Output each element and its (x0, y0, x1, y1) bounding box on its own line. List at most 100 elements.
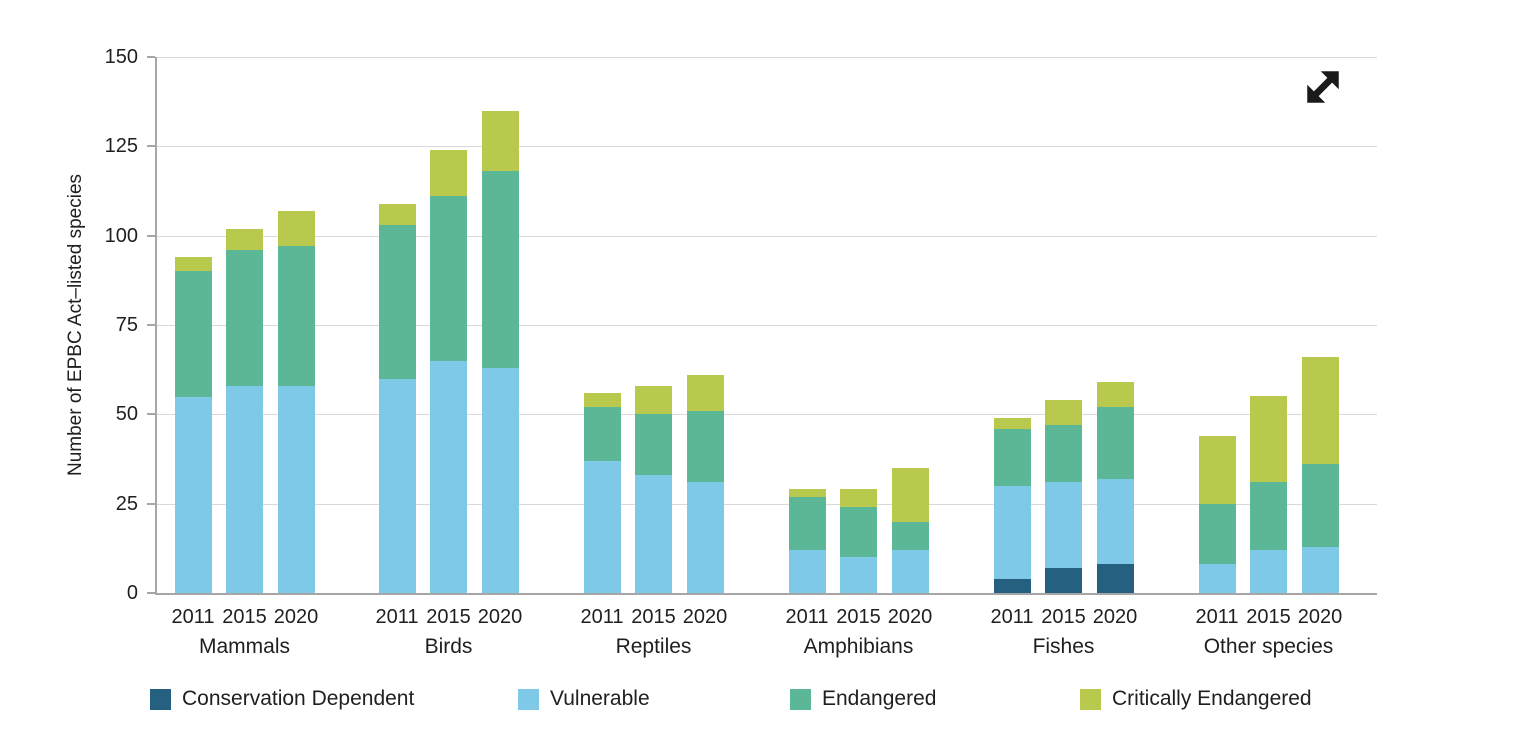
x-tick-label: 2015 (836, 606, 881, 628)
stacked-bar: 2020 (1093, 382, 1137, 628)
x-tick-label: 2015 (1041, 606, 1086, 628)
group-label: Mammals (198, 635, 290, 658)
bar-segment (686, 375, 724, 411)
x-tick-label: 2020 (1297, 606, 1343, 628)
bar-segment (174, 396, 212, 593)
bar-segment (174, 257, 212, 272)
bar-group: 2011 2015 2020 Reptiles (580, 375, 727, 658)
y-tick-label: 125 (104, 135, 138, 158)
stacked-bar: 2020 (478, 110, 522, 628)
bar-segment (1096, 407, 1134, 479)
bar-segment (788, 550, 826, 593)
stacked-bar: 2011 (990, 417, 1034, 628)
bar-segment (430, 196, 467, 361)
bar-segment (1045, 568, 1082, 593)
bar-segment (430, 360, 467, 593)
y-tick-label: 25 (115, 492, 138, 515)
legend-label: Endangered (822, 687, 937, 710)
bar-segment (1096, 478, 1134, 565)
bar-segment (481, 110, 519, 172)
bar-segment (686, 410, 724, 483)
bar-group: 2011 2015 2020 Mammals (171, 210, 318, 658)
x-tick-label: 2015 (1246, 606, 1291, 628)
y-tick-mark (147, 592, 155, 594)
y-tick-label: 75 (115, 314, 138, 336)
bar-segment (226, 249, 263, 386)
x-tick-label: 2020 (887, 606, 933, 628)
stacked-bar: 2015 (631, 385, 676, 628)
x-tick-label: 2011 (580, 606, 624, 628)
legend-swatch (150, 688, 171, 710)
bar-segment (583, 460, 621, 593)
stacked-bar: 2015 (222, 228, 267, 628)
bar-segment (1250, 482, 1287, 551)
bar-segment (891, 550, 929, 593)
stacked-bar: 2015 (1041, 400, 1086, 628)
expand-icon[interactable] (1296, 60, 1350, 114)
gridline (157, 146, 1377, 148)
bar-segment (1250, 550, 1287, 593)
y-tick-mark (147, 324, 155, 326)
bar-segment (1096, 564, 1134, 593)
stacked-bar: 2011 (1195, 435, 1239, 628)
x-tick-label: 2020 (682, 606, 728, 628)
bar-segment (1045, 425, 1082, 483)
x-tick-label: 2015 (222, 606, 267, 628)
bar-segment (583, 407, 621, 461)
bar-segment (226, 228, 263, 250)
legend-swatch (518, 688, 539, 710)
gridline (157, 414, 1377, 416)
bar-segment (226, 385, 263, 593)
bar-segment (840, 489, 877, 508)
legend-label: Vulnerable (550, 687, 650, 710)
x-tick-label: 2015 (631, 606, 676, 628)
y-tick-label: 150 (104, 46, 138, 68)
bar-segment (1301, 464, 1339, 547)
group-label: Other species (1203, 635, 1334, 658)
x-tick-label: 2020 (273, 606, 319, 628)
legend-label: Critically Endangered (1112, 687, 1312, 710)
bar-segment (840, 507, 877, 558)
bar-segment (481, 171, 519, 368)
legend-swatch (790, 688, 811, 710)
bar-segment (378, 378, 416, 593)
stacked-bar: 2020 (274, 210, 318, 628)
bar-segment (378, 203, 416, 225)
gridline (157, 325, 1377, 326)
y-tick-mark (147, 234, 155, 237)
bar-group: 2011 2015 2020 Birds (375, 110, 522, 658)
stacked-bar: 2020 (888, 467, 932, 628)
y-axis-title: Number of EPBC Act–listed species (65, 173, 86, 477)
bar-segment (1198, 435, 1236, 504)
legend-label: Conservation Dependent (182, 687, 415, 710)
stacked-bar: 2011 (375, 203, 419, 628)
legend-item: Conservation Dependent (150, 687, 414, 711)
bar-segment (840, 557, 877, 593)
bar-segment (1045, 400, 1082, 426)
bar-segment (635, 414, 672, 476)
stacked-bar: 2020 (1298, 357, 1342, 628)
diagonal-expand-arrow-icon (1307, 71, 1339, 103)
x-tick-label: 2011 (171, 606, 215, 628)
stacked-bar: 2011 (785, 489, 829, 628)
bar-group: 2011 2015 2020 Amphibians (785, 467, 932, 658)
legend-item: Vulnerable (518, 687, 650, 711)
stacked-bar: 2015 (836, 489, 881, 628)
bar-segment (174, 271, 212, 397)
bar-segment (1198, 503, 1236, 565)
bar-segment (1045, 482, 1082, 568)
bar-segment (378, 224, 416, 379)
legend-item: Critically Endangered (1080, 687, 1312, 711)
gridline (157, 57, 1377, 58)
bar-segment (686, 482, 724, 593)
legend: Conservation Dependent Vulnerable Endanger… (0, 687, 1536, 715)
bar-segment (481, 367, 519, 593)
stacked-bar: 2011 (580, 392, 624, 628)
x-tick-label: 2020 (1092, 606, 1138, 628)
bar-segment (993, 428, 1031, 486)
bar-segment (1096, 382, 1134, 408)
x-tick-label: 2011 (375, 606, 419, 628)
bar-segment (635, 385, 672, 415)
legend-item: Endangered (790, 687, 936, 711)
